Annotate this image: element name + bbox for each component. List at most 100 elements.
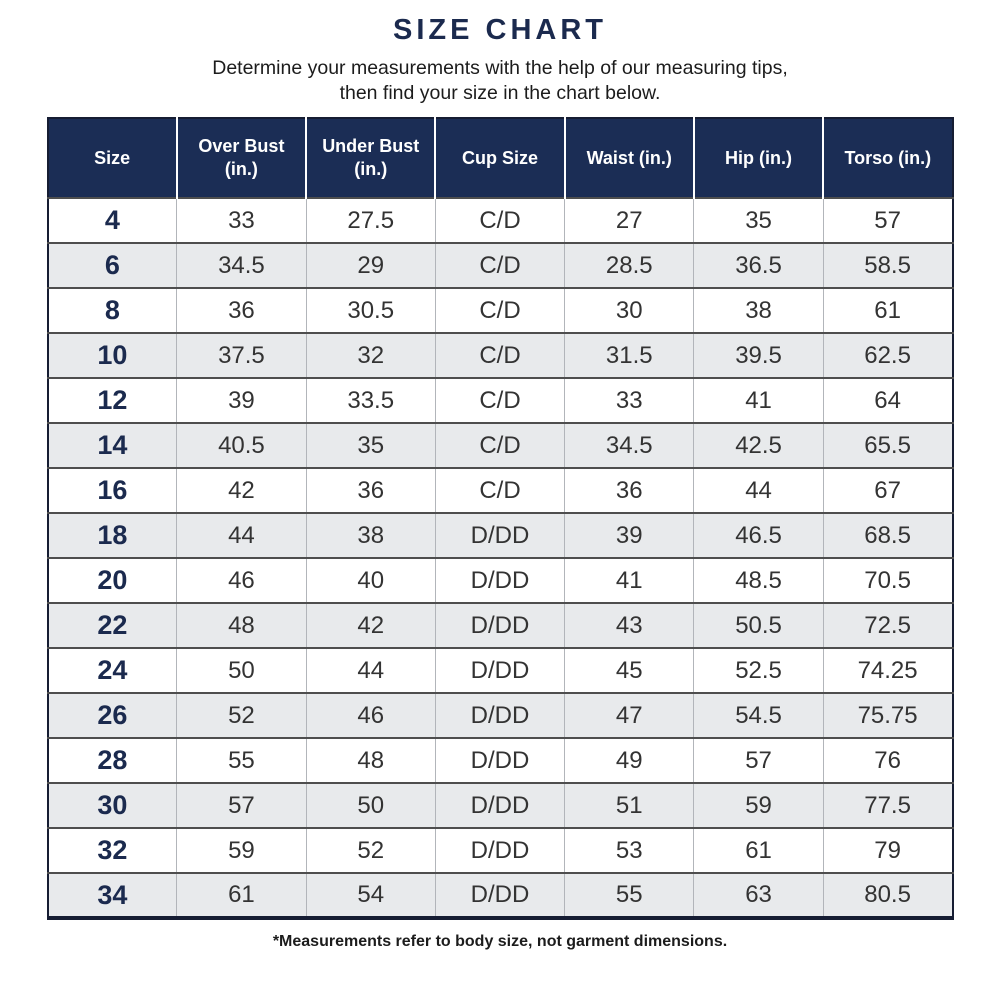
size-cell: 6 [47,242,178,288]
column-header-torso-in: Torso (in.) [823,118,953,198]
table-row-size-16: 16 42 36 C/D 36 44 67 [47,467,953,513]
header-row: Size Over Bust (in.) Under Bust (in.) Cup S… [47,118,953,198]
value-cell-torso-in: 74.25 [823,647,953,693]
value-cell-waist-in: 45 [564,647,695,693]
value-cell-over-bust-in: 46 [176,557,307,603]
value-cell-hip-in: 36.5 [693,242,824,288]
table-row-size-28: 28 55 48 D/DD 49 57 76 [47,737,953,783]
value-cell-hip-in: 57 [693,737,824,783]
table-row-size-20: 20 46 40 D/DD 41 48.5 70.5 [47,557,953,603]
size-cell: 28 [47,737,178,783]
value-cell-waist-in: 43 [564,602,695,648]
table-row-size-14: 14 40.5 35 C/D 34.5 42.5 65.5 [47,422,953,468]
table-row-size-30: 30 57 50 D/DD 51 59 77.5 [47,782,953,828]
value-cell-waist-in: 51 [564,782,695,828]
value-cell-waist-in: 30 [564,287,695,333]
value-cell-under-bust-in: 27.5 [306,197,436,243]
value-cell-waist-in: 55 [564,872,695,918]
value-cell-torso-in: 76 [823,737,953,783]
value-cell-cup-size: D/DD [435,692,566,738]
value-cell-cup-size: D/DD [435,512,566,558]
size-cell: 18 [47,512,178,558]
value-cell-torso-in: 72.5 [823,602,953,648]
value-cell-torso-in: 67 [823,467,953,513]
value-cell-hip-in: 41 [693,377,824,423]
table-row-size-26: 26 52 46 D/DD 47 54.5 75.75 [47,692,953,738]
value-cell-torso-in: 70.5 [823,557,953,603]
size-cell: 26 [47,692,178,738]
size-cell: 14 [47,422,178,468]
value-cell-over-bust-in: 59 [176,827,307,873]
value-cell-hip-in: 35 [693,197,824,243]
column-header-cup-size: Cup Size [435,118,566,198]
page-title: SIZE CHART [393,14,607,46]
value-cell-over-bust-in: 37.5 [176,332,307,378]
value-cell-over-bust-in: 42 [176,467,307,513]
size-chart-page: SIZE CHART Determine your measurements w… [0,14,1000,950]
value-cell-cup-size: C/D [435,287,566,333]
value-cell-hip-in: 54.5 [693,692,824,738]
value-cell-waist-in: 27 [564,197,695,243]
value-cell-under-bust-in: 38 [306,512,436,558]
value-cell-torso-in: 75.75 [823,692,953,738]
size-cell: 16 [47,467,178,513]
value-cell-under-bust-in: 40 [306,557,436,603]
page-subtitle: Determine your measurements with the hel… [0,56,1000,106]
value-cell-cup-size: D/DD [435,602,566,648]
value-cell-cup-size: D/DD [435,737,566,783]
column-header-waist-in: Waist (in.) [564,118,695,198]
value-cell-torso-in: 79 [823,827,953,873]
value-cell-hip-in: 42.5 [693,422,824,468]
value-cell-torso-in: 57 [823,197,953,243]
value-cell-waist-in: 33 [564,377,695,423]
value-cell-under-bust-in: 52 [306,827,436,873]
table-row-size-32: 32 59 52 D/DD 53 61 79 [47,827,953,873]
value-cell-cup-size: C/D [435,467,566,513]
value-cell-torso-in: 62.5 [823,332,953,378]
value-cell-hip-in: 61 [693,827,824,873]
subtitle-line-2: then find your size in the chart below. [339,82,661,104]
value-cell-cup-size: C/D [435,422,566,468]
value-cell-torso-in: 61 [823,287,953,333]
value-cell-over-bust-in: 36 [176,287,307,333]
value-cell-under-bust-in: 44 [306,647,436,693]
column-header-over-bust-in: Over Bust (in.) [176,118,308,198]
value-cell-torso-in: 77.5 [823,782,953,828]
value-cell-cup-size: C/D [435,242,566,288]
size-cell: 8 [47,287,178,333]
value-cell-waist-in: 49 [564,737,695,783]
table-row-size-24: 24 50 44 D/DD 45 52.5 74.25 [47,647,953,693]
value-cell-cup-size: D/DD [435,872,566,918]
size-cell: 12 [47,377,178,423]
value-cell-cup-size: C/D [435,377,566,423]
value-cell-under-bust-in: 46 [306,692,436,738]
column-header-under-bust-in: Under Bust (in.) [306,118,437,198]
value-cell-over-bust-in: 52 [176,692,307,738]
value-cell-over-bust-in: 48 [176,602,307,648]
value-cell-torso-in: 58.5 [823,242,953,288]
size-cell: 10 [47,332,178,378]
value-cell-waist-in: 28.5 [564,242,695,288]
value-cell-cup-size: D/DD [435,647,566,693]
table-row-size-12: 12 39 33.5 C/D 33 41 64 [47,377,953,423]
size-cell: 20 [47,557,178,603]
value-cell-waist-in: 31.5 [564,332,695,378]
value-cell-under-bust-in: 42 [306,602,436,648]
column-header-size: Size [47,118,178,198]
table-row-size-34: 34 61 54 D/DD 55 63 80.5 [47,872,953,918]
value-cell-over-bust-in: 55 [176,737,307,783]
value-cell-under-bust-in: 50 [306,782,436,828]
value-cell-under-bust-in: 54 [306,872,436,918]
size-cell: 34 [47,872,178,918]
size-cell: 30 [47,782,178,828]
value-cell-over-bust-in: 39 [176,377,307,423]
size-cell: 24 [47,647,178,693]
footnote: *Measurements refer to body size, not ga… [272,933,728,950]
value-cell-torso-in: 80.5 [823,872,953,918]
table-row-size-22: 22 48 42 D/DD 43 50.5 72.5 [47,602,953,648]
value-cell-waist-in: 47 [564,692,695,738]
value-cell-over-bust-in: 33 [176,197,307,243]
value-cell-under-bust-in: 48 [306,737,436,783]
value-cell-cup-size: D/DD [435,782,566,828]
value-cell-hip-in: 48.5 [693,557,824,603]
